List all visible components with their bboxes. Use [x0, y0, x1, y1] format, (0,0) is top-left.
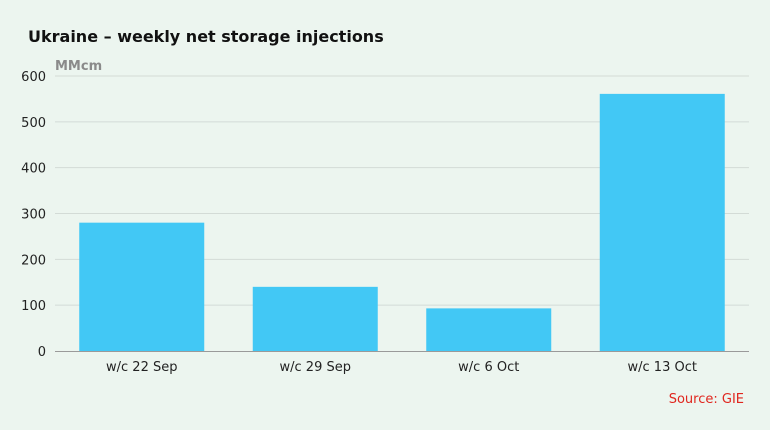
y-axis-unit-label: MMcm [55, 59, 103, 74]
bars [79, 93, 725, 351]
y-tick-label: 0 [38, 345, 46, 360]
bar-2 [426, 308, 552, 351]
bar-0 [79, 222, 205, 351]
y-tick-label: 300 [21, 208, 46, 223]
y-tick-label: 400 [21, 162, 46, 177]
x-tick-label: w/c 22 Sep [106, 360, 177, 375]
bar-3 [599, 93, 725, 351]
chart-title: Ukraine – weekly net storage injections [28, 27, 384, 46]
x-tick-label: w/c 13 Oct [628, 360, 697, 375]
x-tick-label: w/c 29 Sep [280, 360, 351, 375]
y-tick-label: 500 [21, 116, 46, 131]
y-axis-ticks: 0 100 200 300 400 500 600 [21, 70, 46, 360]
x-axis-ticks: w/c 22 Sep w/c 29 Sep w/c 6 Oct w/c 13 Oct [106, 360, 697, 375]
y-tick-label: 200 [21, 253, 46, 268]
x-tick-label: w/c 6 Oct [458, 360, 519, 375]
bar-1 [252, 286, 378, 351]
y-tick-label: 600 [21, 70, 46, 85]
y-tick-label: 100 [21, 299, 46, 314]
source-note: Source: GIE [668, 392, 744, 407]
